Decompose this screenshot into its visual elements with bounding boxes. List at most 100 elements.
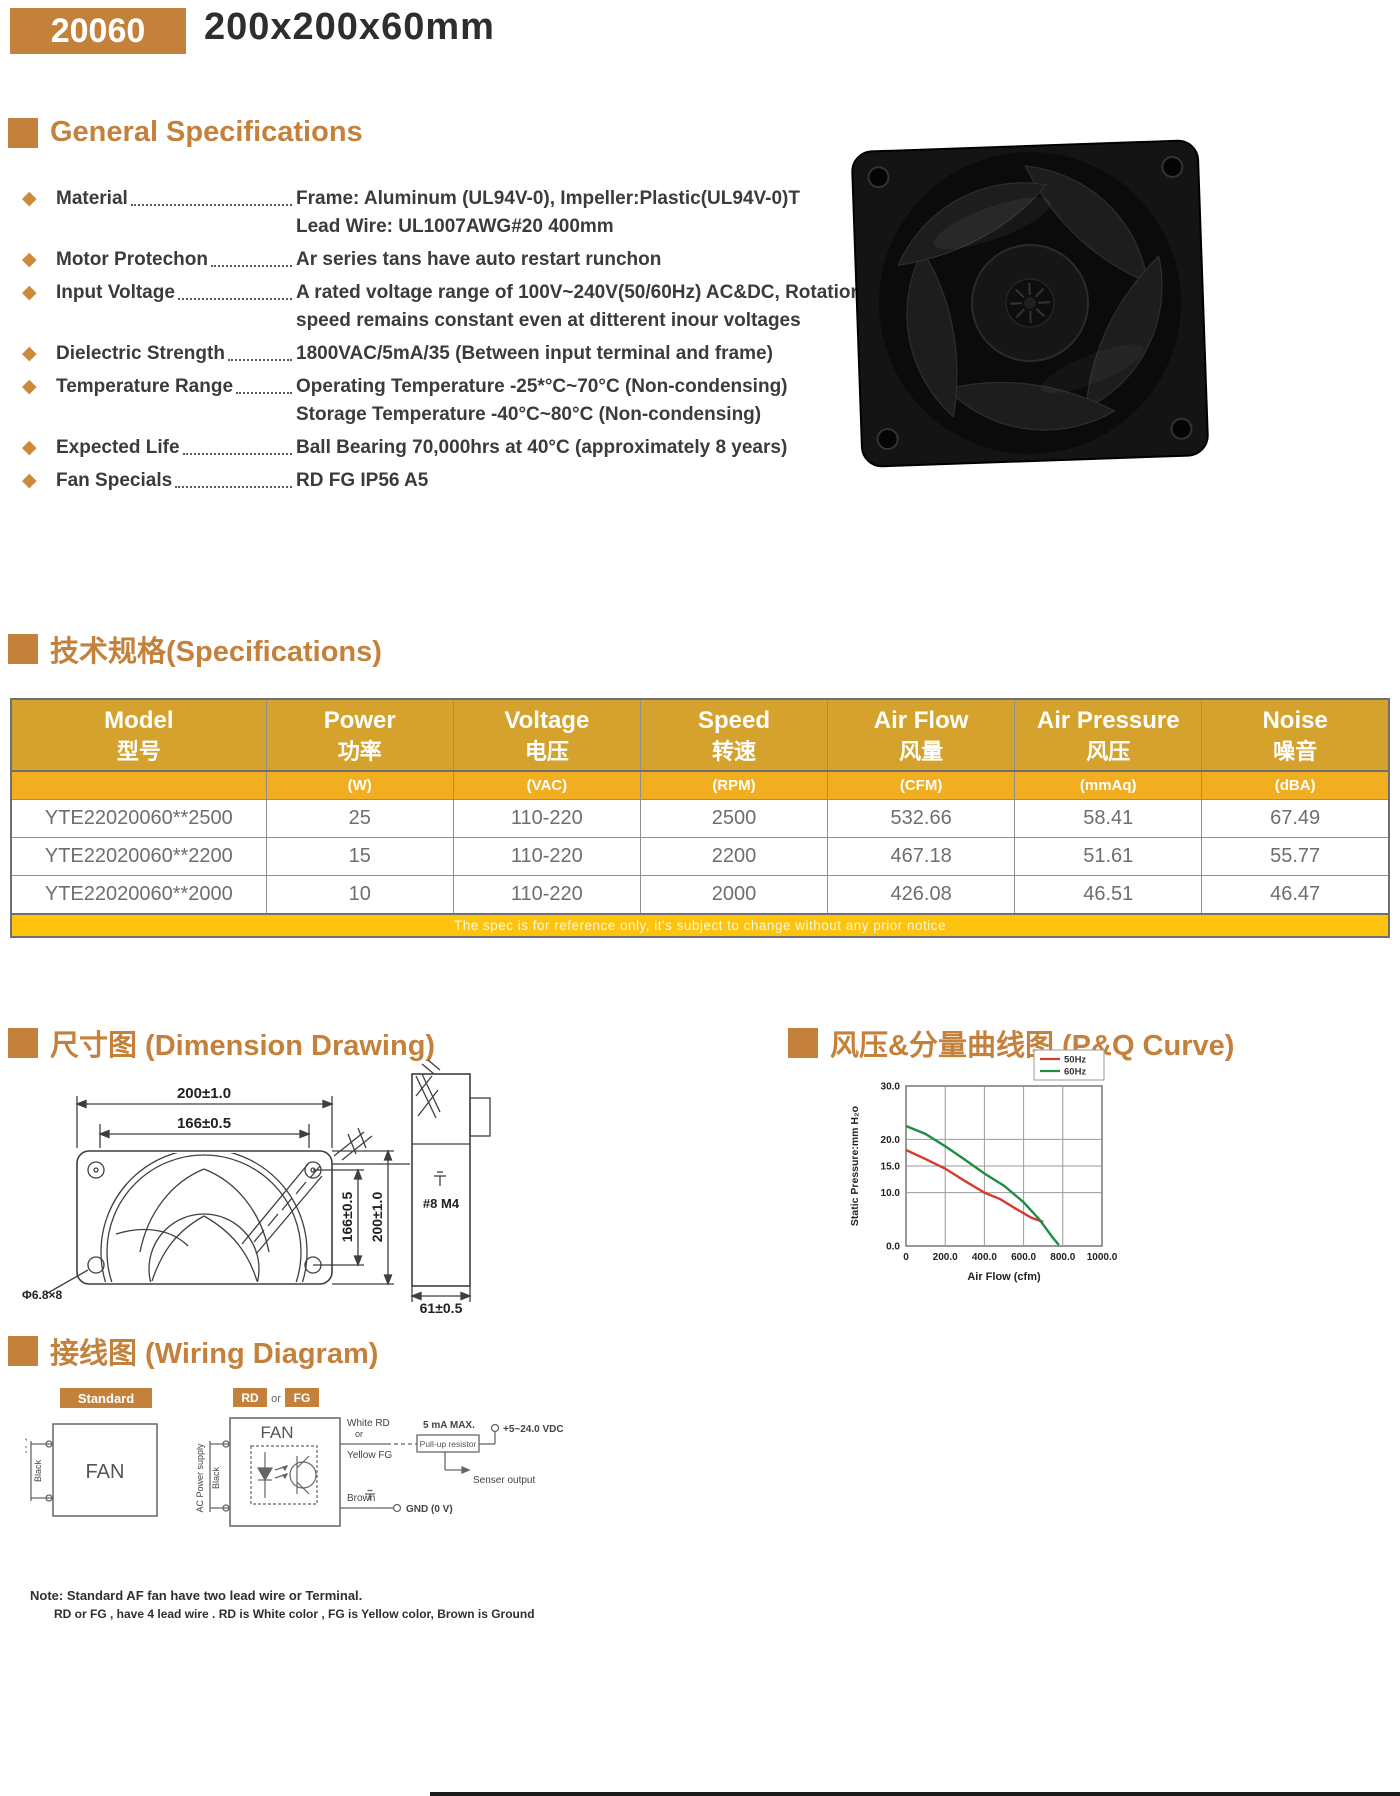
svg-text:15.0: 15.0 — [881, 1162, 901, 1173]
diamond-bullet-icon: ◆ — [22, 282, 37, 303]
spec-table-wrap: Model 型号 Power 功率 Voltage 电压 Speed 转速 Air Flow 风量… — [10, 698, 1390, 938]
svg-text:0: 0 — [903, 1252, 909, 1263]
or-label: or — [271, 1393, 281, 1405]
table-cell: 110-220 — [452, 837, 641, 876]
diamond-bullet-icon: ◆ — [22, 343, 37, 364]
unit-cell: (RPM) — [639, 770, 829, 800]
grid-lines — [906, 1086, 1102, 1246]
spec-row: ◆ Material Frame: Aluminum (UL94V-0), Impe… — [22, 186, 867, 242]
spec-row: ◆ Temperature Range Operating Temperature … — [22, 374, 867, 430]
dotted-leader — [175, 468, 292, 488]
unit-cell: (dBA) — [1201, 770, 1390, 800]
spec-value-line: RD FG IP56 A5 — [296, 470, 429, 491]
spec-value-line: 1800VAC/5mA/35 (Between input terminal a… — [296, 343, 773, 364]
diamond-bullet-icon: ◆ — [22, 188, 37, 209]
table-cell: YTE22020060**2500 — [10, 799, 267, 838]
column-header: Power 功率 — [265, 698, 454, 772]
series-50Hz — [905, 1148, 1044, 1224]
section-wiring-diagram: 接线图 (Wiring Diagram) — [8, 1330, 378, 1372]
spec-row: ◆ Fan Specials RD FG IP56 A5 — [22, 468, 867, 496]
spec-value-line: Lead Wire: UL1007AWG#20 400mm — [296, 216, 614, 237]
section-marker-icon — [8, 1028, 38, 1058]
section-marker-icon — [788, 1028, 818, 1058]
section-specifications: 技术规格(Specifications) — [8, 628, 382, 670]
table-cell: 55.77 — [1201, 837, 1390, 876]
dotted-leader — [236, 374, 292, 394]
column-header: Model 型号 — [10, 698, 267, 772]
sensor-output-wires — [340, 1423, 500, 1513]
spec-value-line: A rated voltage range of 100V~240V(50/60… — [296, 282, 863, 303]
table-row: YTE22020060**2500 25 110-220 2500 532.66 58.4… — [10, 799, 1390, 838]
spec-value: RD FG IP56 A5 — [296, 468, 867, 496]
dotted-leader — [182, 435, 292, 455]
svg-text:800.0: 800.0 — [1050, 1252, 1075, 1263]
spec-value-line: Frame: Aluminum (UL94V-0), Impeller:Plas… — [296, 188, 800, 209]
svg-text:200.0: 200.0 — [933, 1252, 958, 1263]
spec-value-line: Ball Bearing 70,000hrs at 40°C (approxim… — [296, 437, 788, 458]
general-spec-list: ◆ Material Frame: Aluminum (UL94V-0), Impe… — [22, 186, 867, 501]
column-header: Air Pressure 风压 — [1014, 698, 1203, 772]
dim-width-label: 200±1.0 — [177, 1085, 231, 1102]
dimension-drawing: 200±1.0 166±0.5 166±0.5 200±1.0 #8 M4 61… — [22, 1059, 491, 1316]
spec-table: Model 型号 Power 功率 Voltage 电压 Speed 转速 Air Flow 风量… — [10, 698, 1390, 938]
page-edge-strip — [430, 1792, 1400, 1796]
table-cell: 532.66 — [827, 799, 1016, 838]
spec-value: Frame: Aluminum (UL94V-0), Impeller:Plas… — [296, 186, 867, 242]
fan-product-photo — [851, 139, 1209, 468]
column-header: Noise 噪音 — [1201, 698, 1390, 772]
dim-screw-label: #8 M4 — [423, 1196, 460, 1211]
standard-fan-box — [52, 1423, 158, 1517]
svg-text:1000.0: 1000.0 — [1087, 1252, 1118, 1263]
spec-label: Dielectric Strength — [56, 343, 225, 364]
table-cell: YTE22020060**2000 — [10, 875, 267, 915]
vdc-label: +5~24.0 VDC — [503, 1424, 564, 1435]
column-header: Speed 转速 — [639, 698, 829, 772]
section-marker-icon — [8, 634, 38, 664]
rdfg-fan-box — [229, 1417, 341, 1527]
wiring-diagram: Standard FAN AC Power supply Black RD or… — [25, 1388, 564, 1527]
section-title: 接线图 (Wiring Diagram) — [50, 1338, 379, 1370]
yellow-fg-label: Yellow FG — [347, 1450, 392, 1461]
dotted-leader — [227, 341, 292, 361]
svg-text:30.0: 30.0 — [881, 1082, 901, 1093]
table-cell: 25 — [265, 799, 454, 838]
model-badge: 20060 — [10, 8, 186, 54]
table-cell: YTE22020060**2200 — [10, 837, 267, 876]
section-title: 技术规格(Specifications) — [50, 636, 382, 668]
table-cell: 15 — [265, 837, 454, 876]
table-cell: 110-220 — [452, 799, 641, 838]
spec-label: Motor Protechon — [56, 249, 208, 270]
spec-value: Ball Bearing 70,000hrs at 40°C (approxim… — [296, 435, 867, 463]
ac-power-supply-label: AC Power supply — [25, 1436, 27, 1506]
table-cell: 58.41 — [1014, 799, 1203, 838]
dim-depth-label: 61±0.5 — [420, 1300, 463, 1316]
dotted-leader — [177, 280, 292, 300]
page-title: 200x200x60mm — [204, 6, 495, 48]
spec-value-line: Storage Temperature -40°C~80°C (Non-cond… — [296, 404, 762, 425]
svg-text:20.0: 20.0 — [881, 1135, 901, 1146]
table-cell: 2200 — [639, 837, 829, 876]
section-title: 风压&分量曲线图 (P&Q Curve) — [830, 1030, 1235, 1062]
column-header: Voltage 电压 — [452, 698, 641, 772]
spec-value: A rated voltage range of 100V~240V(50/60… — [296, 280, 867, 336]
fan-mount-holes — [867, 155, 1193, 451]
series-lines — [905, 1124, 1060, 1246]
spec-value: Ar series tans have auto restart runchon — [296, 247, 867, 275]
section-pq-curve: 风压&分量曲线图 (P&Q Curve) — [788, 1022, 1234, 1064]
svg-text:10.0: 10.0 — [881, 1188, 901, 1199]
unit-cell: (mmAq) — [1014, 770, 1203, 800]
or-label-2: or — [355, 1429, 363, 1439]
spec-value: 1800VAC/5mA/35 (Between input terminal a… — [296, 341, 867, 369]
spec-label: Temperature Range — [56, 376, 234, 397]
table-cell: 46.47 — [1201, 875, 1390, 915]
section-general-specifications: General Specifications — [8, 116, 363, 149]
fan-photo-group — [851, 139, 1209, 468]
diamond-bullet-icon: ◆ — [22, 470, 37, 491]
ac-power-supply-label-2: AC Power supply — [195, 1443, 205, 1513]
white-rd-label: White RD — [347, 1418, 390, 1429]
spec-label: Material — [56, 188, 128, 209]
section-dimension-drawing: 尺寸图 (Dimension Drawing) — [8, 1022, 435, 1064]
svg-text:400.0: 400.0 — [972, 1252, 997, 1263]
